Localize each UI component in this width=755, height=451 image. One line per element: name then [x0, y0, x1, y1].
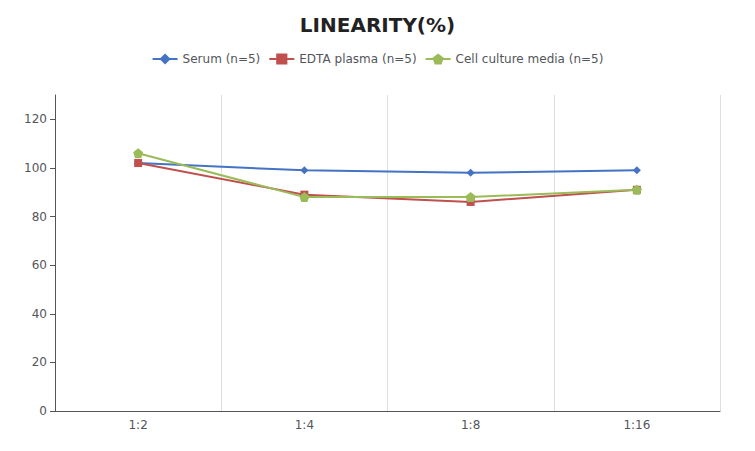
svg-text:EDTA plasma (n=5): EDTA plasma (n=5) — [299, 52, 416, 66]
svg-text:Cell culture media (n=5): Cell culture media (n=5) — [456, 52, 604, 66]
svg-text:60: 60 — [32, 258, 47, 272]
svg-text:1:8: 1:8 — [461, 418, 480, 432]
svg-text:Serum (n=5): Serum (n=5) — [183, 52, 261, 66]
svg-text:0: 0 — [39, 404, 47, 418]
svg-text:80: 80 — [32, 210, 47, 224]
svg-text:100: 100 — [24, 161, 47, 175]
svg-text:1:2: 1:2 — [128, 418, 147, 432]
svg-text:LINEARITY(%): LINEARITY(%) — [300, 13, 455, 37]
svg-text:1:16: 1:16 — [623, 418, 650, 432]
svg-text:120: 120 — [24, 112, 47, 126]
svg-text:40: 40 — [32, 307, 47, 321]
svg-text:1:4: 1:4 — [295, 418, 314, 432]
svg-text:20: 20 — [32, 355, 47, 369]
